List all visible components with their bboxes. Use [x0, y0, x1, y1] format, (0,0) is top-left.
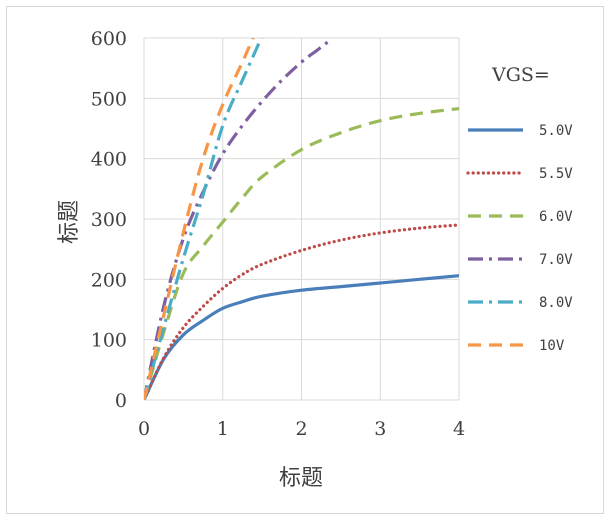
- x-tick-label: 4: [453, 418, 465, 440]
- y-tick-label: 600: [91, 28, 127, 50]
- series-line-1: [144, 274, 459, 400]
- y-tick-label: 0: [115, 390, 127, 412]
- y-tick-label: 300: [91, 209, 127, 231]
- x-tick-label: 2: [295, 418, 307, 440]
- legend: 5.0V 5.5V 6.0V 7.0V 8.0V 10V: [466, 123, 573, 354]
- y-axis-title: 标题: [57, 200, 82, 244]
- x-tick-label: 3: [374, 418, 386, 440]
- series-line-3: [144, 107, 459, 400]
- x-axis-title: 标题: [279, 466, 323, 491]
- legend-title: VGS=: [491, 64, 550, 86]
- legend-label: 5.0V: [539, 123, 573, 139]
- y-tick-label: 500: [91, 88, 127, 110]
- y-tick-label: 200: [91, 269, 127, 291]
- legend-label: 7.0V: [539, 252, 573, 268]
- series-line-5: [144, 38, 264, 400]
- tick-labels: 0 100 200 300 400 500 600 0 1 2 3 4: [91, 28, 465, 440]
- series-line-6: [144, 38, 255, 400]
- y-tick-label: 100: [91, 330, 127, 352]
- x-tick-label: 0: [138, 418, 150, 440]
- legend-label: 6.0V: [539, 209, 573, 225]
- grid-lines: [143, 37, 460, 401]
- x-tick-label: 1: [217, 418, 229, 440]
- series-lines: [144, 38, 459, 400]
- series-line-2: [144, 223, 459, 400]
- y-tick-label: 400: [91, 149, 127, 171]
- legend-label: 8.0V: [539, 295, 573, 311]
- legend-label: 5.5V: [539, 166, 573, 182]
- legend-label: 10V: [539, 338, 565, 354]
